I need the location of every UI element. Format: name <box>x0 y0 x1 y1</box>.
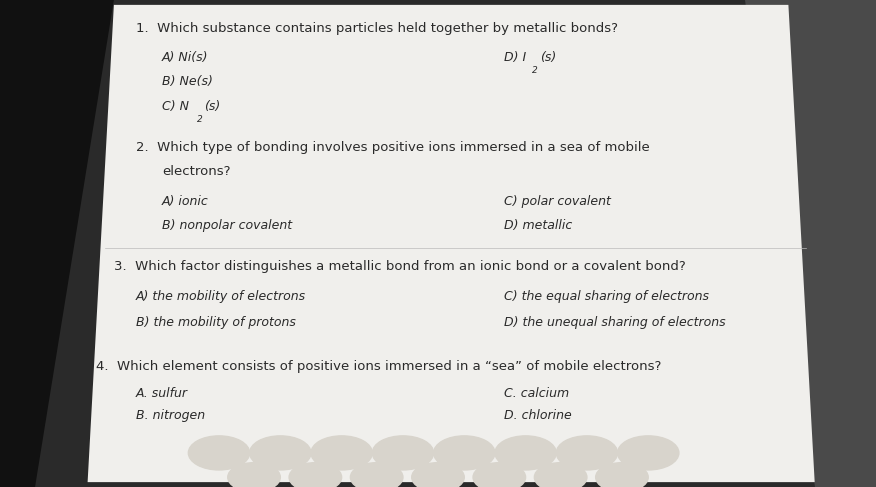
Text: (s): (s) <box>540 51 556 64</box>
Polygon shape <box>88 5 815 482</box>
Circle shape <box>473 463 526 487</box>
Circle shape <box>618 436 679 470</box>
Circle shape <box>372 436 434 470</box>
Text: 4.  Which element consists of positive ions immersed in a “sea” of mobile electr: 4. Which element consists of positive io… <box>96 360 661 373</box>
Text: C) N: C) N <box>162 99 189 112</box>
Text: 3.  Which factor distinguishes a metallic bond from an ionic bond or a covalent : 3. Which factor distinguishes a metallic… <box>114 260 686 273</box>
Text: D) I: D) I <box>504 51 526 64</box>
Text: 1.  Which substance contains particles held together by metallic bonds?: 1. Which substance contains particles he… <box>136 21 618 35</box>
Circle shape <box>495 436 556 470</box>
Text: D) metallic: D) metallic <box>504 219 572 232</box>
Polygon shape <box>745 0 876 487</box>
Circle shape <box>250 436 311 470</box>
Text: A) the mobility of electrons: A) the mobility of electrons <box>136 289 306 302</box>
Text: 2: 2 <box>533 66 538 75</box>
Text: (s): (s) <box>204 99 221 112</box>
Text: C) polar covalent: C) polar covalent <box>504 194 611 207</box>
Circle shape <box>289 463 342 487</box>
Circle shape <box>596 463 648 487</box>
Text: C) the equal sharing of electrons: C) the equal sharing of electrons <box>504 289 709 302</box>
Text: electrons?: electrons? <box>162 165 230 178</box>
Text: 2.  Which type of bonding involves positive ions immersed in a sea of mobile: 2. Which type of bonding involves positi… <box>136 141 649 154</box>
Text: B) nonpolar covalent: B) nonpolar covalent <box>162 219 293 232</box>
Text: B) Ne(s): B) Ne(s) <box>162 75 213 88</box>
Circle shape <box>188 436 250 470</box>
Text: B. nitrogen: B. nitrogen <box>136 409 205 422</box>
Text: C. calcium: C. calcium <box>504 387 569 400</box>
Text: A. sulfur: A. sulfur <box>136 387 187 400</box>
Circle shape <box>311 436 372 470</box>
Circle shape <box>412 463 464 487</box>
Circle shape <box>434 436 495 470</box>
Text: D) the unequal sharing of electrons: D) the unequal sharing of electrons <box>504 316 725 329</box>
Text: A) Ni(s): A) Ni(s) <box>162 51 208 64</box>
Text: A) ionic: A) ionic <box>162 194 208 207</box>
Circle shape <box>556 436 618 470</box>
Circle shape <box>534 463 587 487</box>
Circle shape <box>228 463 280 487</box>
Text: 2: 2 <box>197 115 202 124</box>
Text: B) the mobility of protons: B) the mobility of protons <box>136 316 296 329</box>
Text: D. chlorine: D. chlorine <box>504 409 571 422</box>
Polygon shape <box>0 0 114 487</box>
Circle shape <box>350 463 403 487</box>
